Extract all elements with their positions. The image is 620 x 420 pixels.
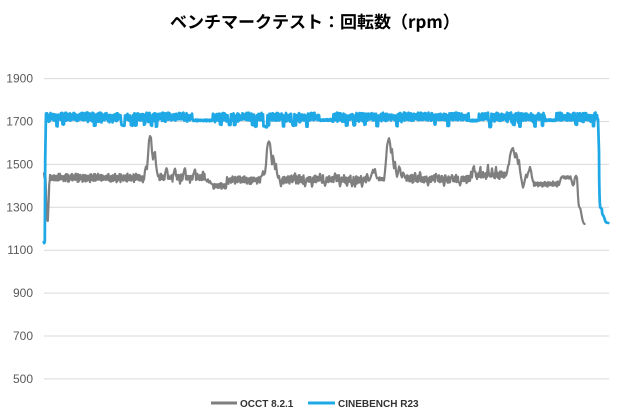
svg-text:500: 500 xyxy=(13,372,33,386)
svg-text:700: 700 xyxy=(13,329,33,343)
svg-text:1300: 1300 xyxy=(6,200,33,214)
svg-text:CINEBENCH R23: CINEBENCH R23 xyxy=(338,399,419,410)
svg-text:1900: 1900 xyxy=(6,72,33,86)
svg-text:1700: 1700 xyxy=(6,115,33,129)
svg-text:1100: 1100 xyxy=(7,243,33,257)
svg-text:900: 900 xyxy=(13,286,33,300)
svg-text:OCCT 8.2.1: OCCT 8.2.1 xyxy=(240,399,294,410)
svg-text:1500: 1500 xyxy=(6,157,33,171)
